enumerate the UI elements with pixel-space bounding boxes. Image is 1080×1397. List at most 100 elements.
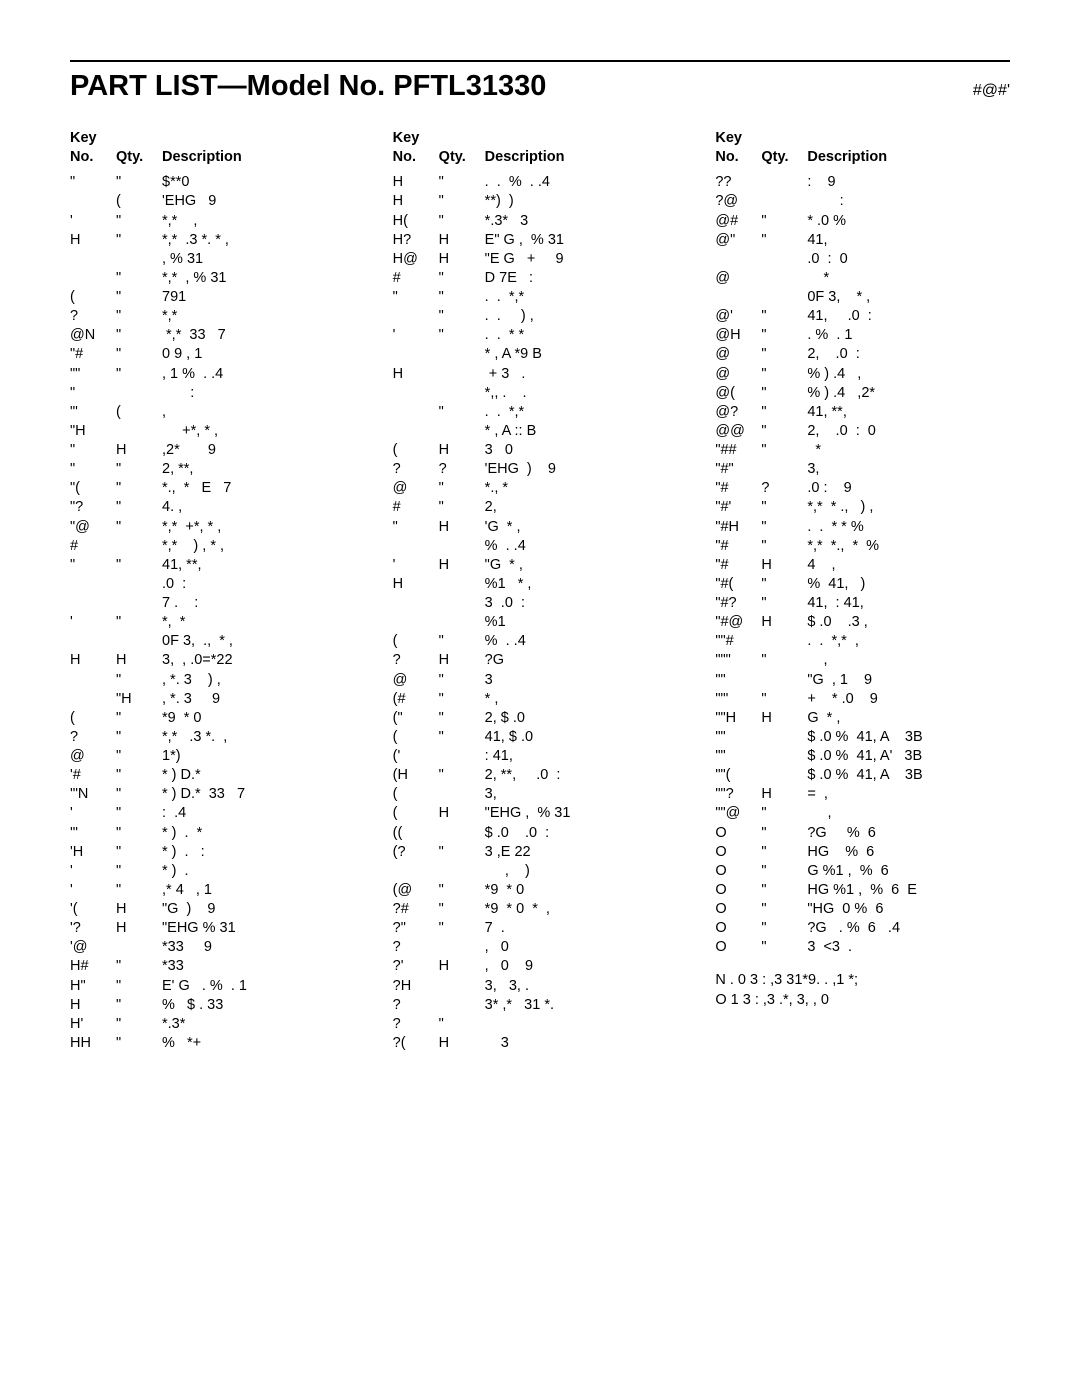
- part-row: "##" *: [715, 441, 1010, 460]
- qty: ": [116, 957, 162, 976]
- column-1: Key No. Qty. Description ""$**0('EHG 9'"…: [70, 129, 365, 1053]
- description: % $ . 33: [162, 996, 365, 1015]
- qty: ": [761, 881, 807, 900]
- description: *,* .3 *. ,: [162, 728, 365, 747]
- description: *,* .3 *. * ,: [162, 231, 365, 250]
- key-no: (: [393, 632, 439, 651]
- description: HG %1 , % 6 E: [807, 881, 1010, 900]
- description: % ) .4 ,: [807, 365, 1010, 384]
- part-row: ""'"+ * .0 9: [715, 690, 1010, 709]
- key-no: @#: [715, 212, 761, 231]
- key-no: (: [70, 288, 116, 307]
- key-no: @': [715, 307, 761, 326]
- key-label: Key: [70, 129, 365, 148]
- part-row: ?"*,* .3 *. ,: [70, 728, 365, 747]
- description: %1 * ,: [485, 575, 688, 594]
- key-no: ""H: [715, 709, 761, 728]
- part-row: "#"0 9 , 1: [70, 345, 365, 364]
- key-no: @N: [70, 326, 116, 345]
- part-row: 0F 3, * ,: [715, 288, 1010, 307]
- key-no: @H: [715, 326, 761, 345]
- qty: [439, 824, 485, 843]
- part-row: ("791: [70, 288, 365, 307]
- description: 3 .0 :: [485, 594, 688, 613]
- description: %1: [485, 613, 688, 632]
- part-row: @""41,: [715, 231, 1010, 250]
- description: . . * * %: [807, 518, 1010, 537]
- qty: [116, 594, 162, 613]
- description: 0F 3, * ,: [807, 288, 1010, 307]
- qty: ": [761, 594, 807, 613]
- key-no: ?(: [393, 1034, 439, 1053]
- qty: (: [116, 403, 162, 422]
- key-no: "": [715, 671, 761, 690]
- qty: [761, 288, 807, 307]
- description: ,: [807, 804, 1010, 823]
- key-no: "": [70, 365, 116, 384]
- qty: [116, 384, 162, 403]
- description: .0 : 0: [807, 250, 1010, 269]
- key-no: "": [715, 728, 761, 747]
- page-title: PART LIST—Model No. PFTL31330: [70, 70, 546, 103]
- part-row: O"3 <3 .: [715, 938, 1010, 957]
- description: 3 ,E 22: [485, 843, 688, 862]
- key-no: "#@: [715, 613, 761, 632]
- description: $ .0 .3 ,: [807, 613, 1010, 632]
- qty: ": [439, 307, 485, 326]
- qty: [439, 938, 485, 957]
- key-no: ?: [393, 996, 439, 1015]
- description: 2, $ .0: [485, 709, 688, 728]
- part-row: O"G %1 , % 6: [715, 862, 1010, 881]
- part-row: ""$ .0 % 41, A' 3B: [715, 747, 1010, 766]
- part-row: @N" *,* 33 7: [70, 326, 365, 345]
- key-no: (": [393, 709, 439, 728]
- qty: ": [116, 996, 162, 1015]
- description: 41, : 41,: [807, 594, 1010, 613]
- part-row: (@"*9 * 0: [393, 881, 688, 900]
- part-row: @ *: [715, 269, 1010, 288]
- part-row: '": .4: [70, 804, 365, 823]
- qty: [439, 594, 485, 613]
- key-no: "H: [70, 422, 116, 441]
- key-no: "(: [70, 479, 116, 498]
- description: "G * ,: [485, 556, 688, 575]
- key-no: "#': [715, 498, 761, 517]
- part-row: O""HG 0 % 6: [715, 900, 1010, 919]
- qty: ": [439, 326, 485, 345]
- part-row: H'"*.3*: [70, 1015, 365, 1034]
- part-row: """" ,: [715, 651, 1010, 670]
- part-row: "*,* , % 31: [70, 269, 365, 288]
- qty: ": [439, 709, 485, 728]
- description: 0 9 , 1: [162, 345, 365, 364]
- header-no: No.: [715, 148, 761, 167]
- qty: H: [761, 556, 807, 575]
- qty: ": [116, 824, 162, 843]
- key-no: "?: [70, 498, 116, 517]
- header-qty: Qty.: [439, 148, 485, 167]
- part-row: *,, . .: [393, 384, 688, 403]
- part-row: "#'"*,* * ., ) ,: [715, 498, 1010, 517]
- part-row: HH"% *+: [70, 1034, 365, 1053]
- description: 41, **,: [807, 403, 1010, 422]
- part-row: '#"* ) D.*: [70, 766, 365, 785]
- part-row: "?"4. ,: [70, 498, 365, 517]
- part-row: """, 1 % . .4: [70, 365, 365, 384]
- part-row: @"1*): [70, 747, 365, 766]
- key-no: ": [70, 556, 116, 575]
- qty: ": [439, 766, 485, 785]
- part-row: "#("% 41, ): [715, 575, 1010, 594]
- description: D 7E :: [485, 269, 688, 288]
- key-no: ""@: [715, 804, 761, 823]
- qty: ": [439, 900, 485, 919]
- description: : 41,: [485, 747, 688, 766]
- qty: [439, 575, 485, 594]
- header-desc: Description: [807, 148, 1010, 167]
- top-rule: [70, 60, 1010, 62]
- header-qty: Qty.: [761, 148, 807, 167]
- key-no: (?: [393, 843, 439, 862]
- key-no: ?: [70, 728, 116, 747]
- key-no: H: [70, 651, 116, 670]
- part-row: ""@" ,: [715, 804, 1010, 823]
- qty: ": [761, 919, 807, 938]
- header-no: No.: [70, 148, 116, 167]
